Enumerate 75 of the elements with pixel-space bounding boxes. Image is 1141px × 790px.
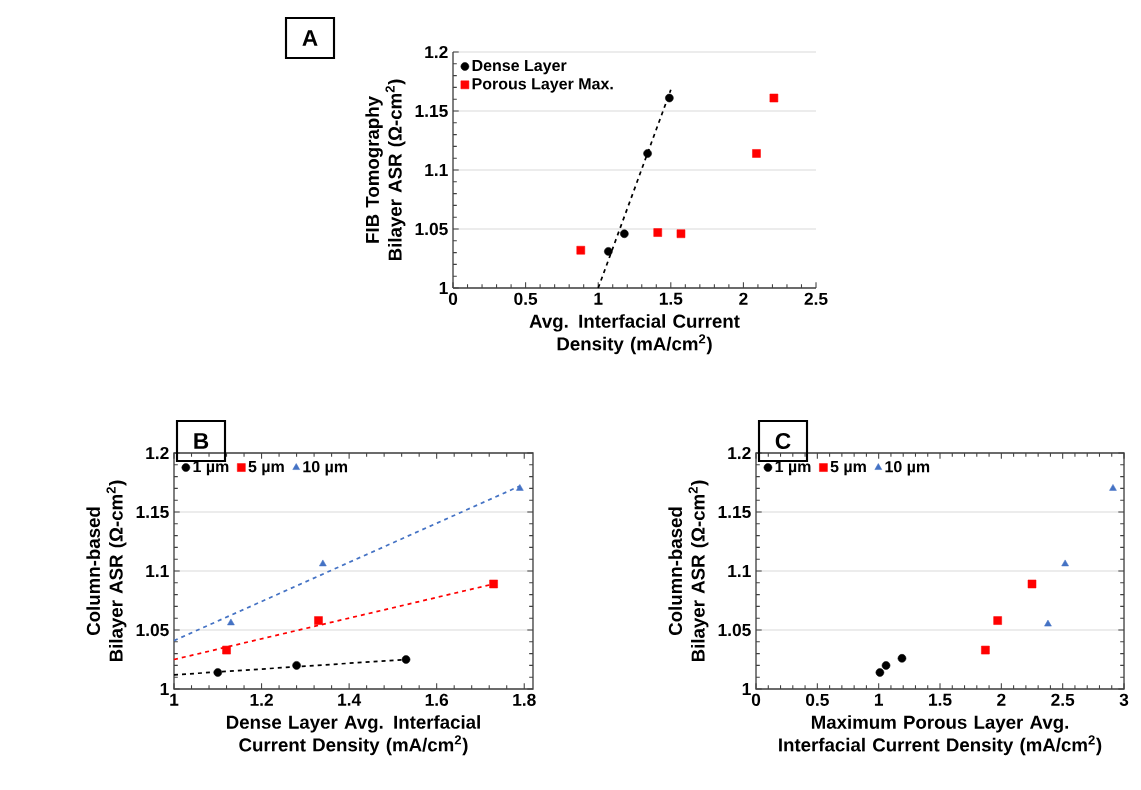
- x-tick-label: 3: [1119, 693, 1129, 706]
- point: [769, 93, 779, 103]
- x-tick-label: 2.5: [804, 292, 828, 305]
- point: [881, 661, 891, 670]
- x-tick-label: 2: [739, 292, 748, 305]
- x-tick-label: 2.5: [1051, 693, 1075, 706]
- point: [576, 245, 586, 255]
- y-tick-label: 1.2: [728, 446, 751, 460]
- point: [653, 228, 663, 237]
- y-tick-label: 1.05: [415, 222, 448, 236]
- x-tick-label: 1.8: [513, 693, 536, 706]
- point: [752, 149, 761, 158]
- text: B: [194, 433, 209, 449]
- y-tick-label: 1.1: [728, 565, 751, 577]
- y-tick-label: 1.05: [136, 623, 169, 637]
- y-tick-label: 1.2: [146, 446, 169, 460]
- point: [897, 654, 907, 663]
- legend-label: 5 µm: [830, 461, 866, 476]
- point: [676, 229, 686, 238]
- x-tick-label: 1.6: [425, 693, 449, 706]
- text: C: [775, 432, 791, 450]
- point: [319, 559, 327, 567]
- x-tick-label: 1.2: [250, 693, 273, 706]
- y-tick-label: 1: [160, 683, 169, 695]
- x-tick-label: 0: [448, 292, 458, 305]
- x-axis-title: Avg. Interfacial Current Density (mA/cm$^{2}$): [529, 314, 740, 355]
- legend-label: Dense Layer: [472, 59, 567, 75]
- point: [227, 618, 235, 626]
- y-tick-label: 1.2: [425, 45, 448, 59]
- y-axis-title: Column-based Bilayer ASR (Ω-cm$^{2}$): [86, 480, 127, 662]
- y-tick-label: 1.15: [718, 505, 751, 519]
- point: [981, 645, 990, 655]
- legend-label: 10 µm: [885, 460, 930, 476]
- y-tick-label: 1: [439, 282, 448, 294]
- x-tick-label: 0.5: [805, 693, 829, 706]
- point: [1109, 484, 1117, 491]
- x-tick-label: 1.5: [659, 292, 683, 305]
- x-tick-label: 1: [594, 292, 603, 305]
- point: [1061, 559, 1069, 567]
- point: [213, 668, 223, 677]
- legend-label: 10 µm: [303, 460, 348, 476]
- x-tick-label: 0.5: [514, 292, 538, 305]
- point: [401, 655, 411, 664]
- point: [993, 616, 1002, 625]
- legend-label: Porous Layer Max.: [472, 78, 613, 93]
- x-tick-label: 1: [170, 693, 179, 706]
- point: [314, 616, 323, 625]
- point: [875, 668, 885, 677]
- y-tick-label: 1.05: [718, 623, 751, 637]
- y-tick-label: 1.1: [146, 565, 169, 577]
- point: [222, 645, 231, 655]
- x-tick-label: 1: [874, 693, 884, 706]
- x-axis-title: Dense Layer Avg. Interfacial Current Density (mA/cm$^{2}$): [226, 715, 480, 756]
- point: [489, 579, 498, 589]
- y-tick-label: 1.15: [415, 104, 448, 118]
- x-tick-label: 0: [751, 693, 761, 706]
- x-tick-label: 1.5: [929, 693, 952, 706]
- point: [1027, 579, 1037, 589]
- y-axis-title: Column-based Bilayer ASR (Ω-cm$^{2}$): [668, 480, 709, 662]
- point: [292, 661, 301, 670]
- point: [620, 229, 629, 238]
- x-tick-label: 1.4: [338, 693, 362, 706]
- x-tick-label: 2: [997, 693, 1006, 706]
- point: [665, 93, 674, 103]
- y-axis-title: FIB Tomography Bilayer ASR (Ω-cm$^{2}$): [365, 79, 406, 261]
- point: [1044, 619, 1052, 627]
- y-tick-label: 1.1: [425, 164, 448, 176]
- point: [604, 247, 613, 256]
- y-tick-label: 1.15: [136, 505, 169, 519]
- y-tick-label: 1: [742, 683, 751, 695]
- point: [643, 149, 652, 158]
- point: [516, 484, 524, 491]
- x-axis-title: Maximum Porous Layer Avg. Interfacial Current Density (mA/cm$^{2}$): [779, 715, 1102, 756]
- text: A: [302, 30, 318, 46]
- legend-label: 5 µm: [248, 461, 284, 476]
